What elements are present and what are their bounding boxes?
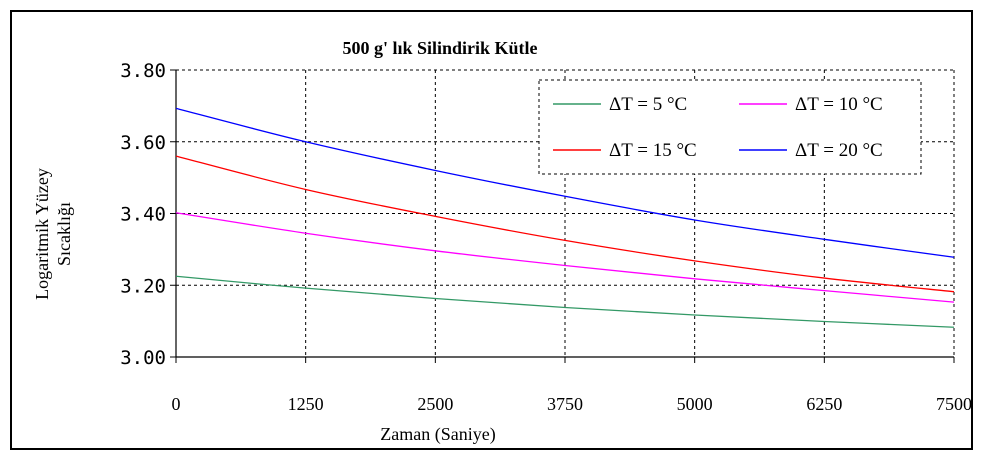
x-tick-label: 6250: [806, 394, 842, 414]
y-tick-label: 3.60: [120, 132, 166, 154]
legend-label-2: ΔT = 10 °C: [795, 94, 883, 115]
y-tick-label: 3.40: [120, 204, 166, 226]
y-axis-label-line-2: Sıcaklığı: [54, 202, 74, 266]
chart-title: 500 g' lık Silindirik Kütle: [342, 38, 537, 58]
legend-label-4: ΔT = 20 °C: [795, 140, 883, 161]
series-line-2: [175, 212, 955, 303]
series-line-4: [175, 107, 955, 258]
legend-label-1: ΔT = 5 °C: [609, 94, 687, 115]
x-tick-label: 1250: [288, 394, 324, 414]
legend-label-3: ΔT = 15 °C: [609, 140, 697, 161]
y-tick-label: 3.00: [120, 347, 166, 369]
y-tick-label: 3.20: [120, 275, 166, 297]
line-chart: 500 g' lık Silindirik Kütle Zaman (Saniy…: [32, 38, 972, 445]
x-tick-label: 0: [172, 394, 181, 414]
x-tick-label: 7500: [936, 394, 972, 414]
y-tick-label: 3.80: [120, 60, 166, 82]
x-axis-label: Zaman (Saniye): [380, 424, 495, 445]
legend-box: [538, 79, 922, 175]
x-tick-label: 2500: [417, 394, 453, 414]
x-tick-label: 5000: [677, 394, 713, 414]
series-line-1: [175, 275, 955, 328]
chart-frame: 500 g' lık Silindirik Kütle Zaman (Saniy…: [10, 10, 973, 450]
legend: ΔT = 5 °C ΔT = 10 °C ΔT = 15 °C ΔT = 20 °C: [538, 79, 922, 175]
y-axis-label-line-1: Logaritmik Yüzey: [32, 168, 52, 300]
series-line-3: [175, 155, 955, 293]
x-tick-label: 3750: [547, 394, 583, 414]
